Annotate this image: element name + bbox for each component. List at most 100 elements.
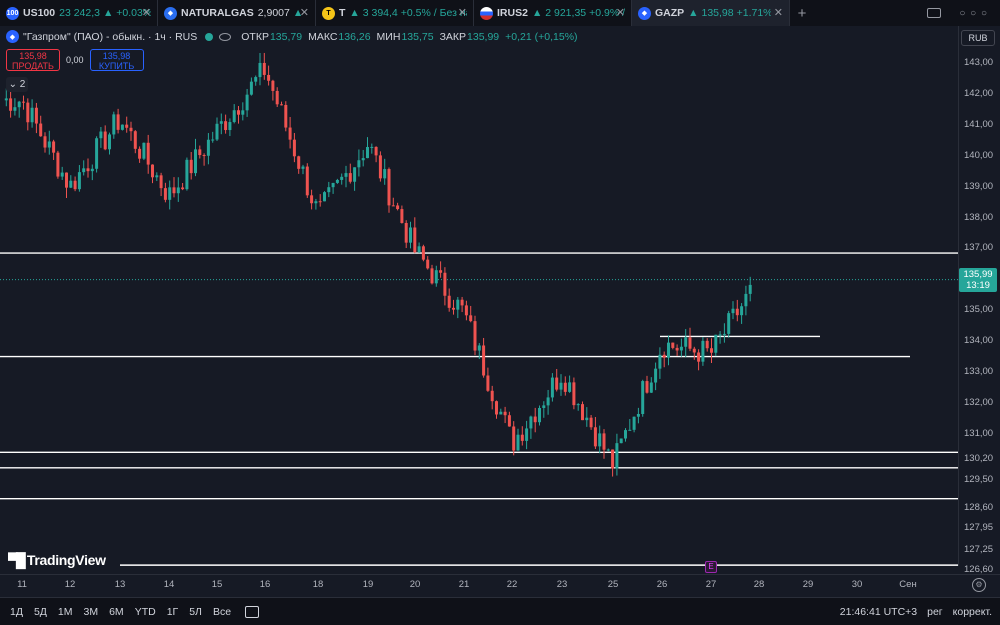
high-value: 136,26 — [338, 30, 371, 43]
price-tick-label: 129,50 — [964, 474, 994, 486]
date-range-icon[interactable] — [245, 605, 260, 618]
candle-body — [615, 443, 619, 469]
sell-button[interactable]: 135,98 ПРОДАТЬ — [6, 49, 60, 71]
window-controls: ○ ○ ○ — [927, 0, 1000, 26]
candle-body — [305, 166, 309, 196]
tab-t[interactable]: T T ▲ 3 394,4 +0.5% / Без на ✕ — [316, 0, 474, 26]
candle-body — [516, 434, 520, 451]
price-tick-label: 134,00 — [964, 335, 994, 347]
time-tick-label: 16 — [259, 579, 271, 590]
tab-change: +1.71% / — [736, 7, 779, 19]
candle-body — [146, 142, 150, 165]
timeframe-ytd[interactable]: YTD — [134, 605, 156, 618]
candle-body — [151, 164, 154, 178]
candle-body — [99, 131, 103, 139]
buy-price: 135,98 — [102, 51, 131, 61]
close-icon[interactable]: ✕ — [615, 7, 625, 19]
adjust-toggle[interactable]: коррект. — [952, 605, 992, 618]
price-tick-label: 126,60 — [964, 563, 994, 575]
timeframe-5d[interactable]: 5Д — [33, 605, 47, 618]
candle-body — [254, 77, 258, 82]
candle-body — [396, 205, 400, 210]
session-toggle[interactable]: рег — [927, 605, 943, 618]
timeframe-5y[interactable]: 5Л — [189, 605, 202, 618]
low-label: МИН — [376, 30, 401, 43]
indicators-collapse-button[interactable]: ⌄ 2 — [6, 77, 28, 92]
tab-us100[interactable]: 100 US100 23 242,3 ▲ +0.03% ✕ — [0, 0, 158, 26]
candle-body — [525, 428, 529, 441]
legend-title[interactable]: "Газпром" (ПАО) - обыкн. · 1ч · RUS — [23, 30, 198, 43]
candle-body — [598, 433, 602, 447]
candle-body — [688, 337, 692, 349]
tab-naturalgas[interactable]: ◆ NATURALGAS 2,9007 ▲ ✕ — [158, 0, 316, 26]
close-icon[interactable]: ✕ — [299, 7, 309, 19]
candle-body — [237, 110, 240, 115]
layout-icon[interactable] — [927, 8, 942, 18]
candle-body — [366, 147, 369, 159]
close-icon[interactable]: ✕ — [770, 6, 783, 19]
price-tick-label: 131,00 — [964, 427, 994, 439]
settings-icon[interactable]: ⚙ — [972, 578, 986, 592]
tab-irus2[interactable]: IRUS2 ▲ 2 921,35 +0.9% / ✕ — [474, 0, 632, 26]
candle-body — [628, 429, 632, 431]
candle-body — [4, 98, 8, 101]
timeframe-3m[interactable]: 3М — [83, 605, 99, 618]
currency-button[interactable]: RUB — [961, 30, 995, 46]
candle-body — [219, 121, 223, 124]
eye-icon[interactable] — [219, 32, 232, 41]
more-icon[interactable]: ○ ○ ○ — [959, 7, 988, 19]
tab-gazp[interactable]: ◆ GAZP ▲ 135,98 +1.71% / ✕ — [632, 0, 790, 26]
time-tick-label: 15 — [211, 579, 223, 590]
buy-button[interactable]: 135,98 КУПИТЬ — [89, 49, 144, 71]
time-axis[interactable]: 11 12 13 14 15 16 18 19 20 21 22 23 25 26 27 28 29 30 Сен — [0, 575, 958, 595]
candle-body — [60, 172, 64, 177]
candle-body — [714, 334, 718, 353]
spread-value: 0,00 — [66, 55, 84, 65]
candle-body — [507, 415, 511, 427]
candle-body — [310, 195, 314, 204]
bottom-toolbar: 1Д 5Д 1М 3М 6М YTD 1Г 5Л Все 21:46:41 UT… — [0, 597, 1000, 625]
current-price-label: 135,99 13:19 — [959, 268, 997, 292]
candle-body — [13, 107, 17, 111]
add-tab-icon[interactable]: + — [797, 4, 807, 22]
candle-body — [387, 169, 391, 206]
timeframe-all[interactable]: Все — [212, 605, 232, 618]
time-tick-label: 27 — [705, 579, 717, 590]
candle-body — [740, 306, 744, 316]
time-tick-label: 22 — [506, 579, 518, 590]
candle-body — [189, 159, 193, 174]
candle-body — [568, 382, 572, 392]
candle-body — [692, 348, 696, 353]
candle-body — [593, 427, 597, 447]
candle-body — [344, 173, 348, 177]
candle-body — [271, 80, 275, 91]
candle-body — [378, 155, 382, 179]
candle-body — [90, 168, 94, 172]
price-tick-label: 127,25 — [964, 543, 994, 555]
price-chart[interactable] — [0, 26, 958, 566]
timeframe-1m[interactable]: 1М — [57, 605, 73, 618]
timeframe-6m[interactable]: 6М — [109, 605, 124, 618]
tradingview-logo[interactable]: ▀█ TradingView — [8, 552, 106, 568]
clock[interactable]: 21:46:41 UTC+3 — [839, 605, 918, 618]
candle-body — [529, 416, 533, 429]
candle-body — [477, 345, 481, 351]
status-area: 21:46:41 UTC+3 рег коррект. — [840, 606, 1000, 618]
candle-body — [710, 348, 713, 353]
tab-symbol: GAZP — [655, 7, 685, 19]
candle-body — [430, 268, 434, 284]
candle-body — [654, 368, 658, 383]
earnings-event-marker[interactable]: E — [705, 561, 717, 573]
timeframe-1y[interactable]: 1Г — [166, 605, 179, 618]
candle-body — [679, 346, 683, 351]
price-axis[interactable]: 143,00 142,00 141,00 140,00 139,00 138,00 137,… — [958, 26, 1000, 575]
gazprom-logo-icon: ◆ — [6, 30, 19, 43]
candle-body — [718, 334, 722, 336]
candle-body — [581, 404, 584, 421]
close-icon[interactable]: ✕ — [457, 7, 467, 19]
close-icon[interactable]: ✕ — [141, 7, 151, 19]
candle-body — [262, 62, 266, 75]
time-tick-label: 21 — [458, 579, 470, 590]
candle-body — [503, 411, 507, 416]
timeframe-1d[interactable]: 1Д — [10, 605, 23, 618]
